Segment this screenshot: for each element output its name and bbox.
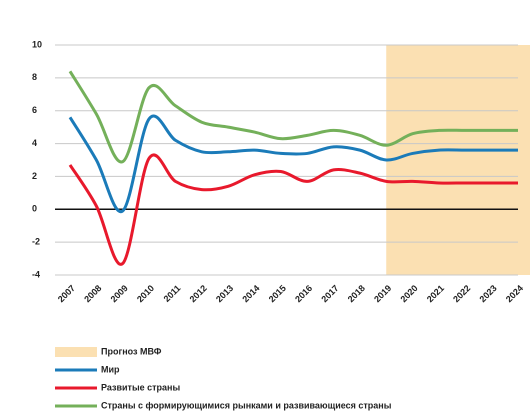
y-tick-label: 6 bbox=[32, 105, 37, 115]
legend-swatch bbox=[55, 347, 97, 357]
x-tick-label: 2018 bbox=[346, 283, 367, 304]
x-tick-label: 2015 bbox=[267, 283, 288, 304]
legend-label: Страны с формирующимися рынками и развив… bbox=[101, 400, 392, 410]
series-line bbox=[68, 114, 518, 213]
y-tick-label: 8 bbox=[32, 72, 37, 82]
y-tick-label: 10 bbox=[32, 39, 42, 49]
forecast-region bbox=[386, 45, 530, 275]
legend-label: Развитые страны bbox=[101, 382, 180, 392]
x-tick-label: 2011 bbox=[162, 283, 183, 304]
x-tick-label: 2012 bbox=[188, 283, 209, 304]
x-tick-label: 2020 bbox=[398, 283, 419, 304]
x-tick-label: 2016 bbox=[293, 283, 314, 304]
y-tick-label: 0 bbox=[32, 204, 37, 214]
series-line bbox=[68, 70, 518, 164]
x-tick-label: 2008 bbox=[82, 283, 103, 304]
x-tick-label: 2024 bbox=[504, 283, 525, 304]
x-tick-label: 2010 bbox=[135, 283, 156, 304]
y-tick-label: -2 bbox=[32, 237, 40, 247]
x-tick-label: 2023 bbox=[478, 283, 499, 304]
x-tick-label: 2021 bbox=[425, 283, 446, 304]
x-tick-label: 2022 bbox=[451, 283, 472, 304]
legend-label: Прогноз МВФ bbox=[101, 346, 162, 356]
x-tick-label: 2009 bbox=[109, 283, 130, 304]
legend-label: Мир bbox=[101, 364, 120, 374]
x-tick-label: 2019 bbox=[372, 283, 393, 304]
x-tick-label: 2013 bbox=[214, 283, 235, 304]
y-tick-label: -4 bbox=[32, 269, 40, 279]
y-tick-label: 2 bbox=[32, 171, 37, 181]
x-tick-label: 2007 bbox=[56, 283, 77, 304]
x-tick-label: 2017 bbox=[319, 283, 340, 304]
series-line bbox=[68, 153, 518, 266]
y-tick-label: 4 bbox=[32, 138, 37, 148]
x-tick-label: 2014 bbox=[240, 283, 261, 304]
